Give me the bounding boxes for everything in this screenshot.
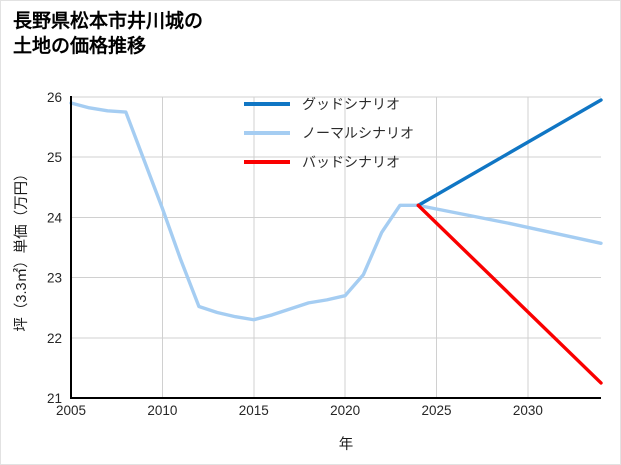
y-axis-title: 坪（3.3㎡）単価（万円） xyxy=(13,166,30,331)
legend-label-ノーマルシナリオ: ノーマルシナリオ xyxy=(302,125,414,141)
legend-label-グッドシナリオ: グッドシナリオ xyxy=(302,96,400,112)
series-line-ノーマルシナリオ xyxy=(69,101,603,322)
x-axis-title: 年 xyxy=(339,436,354,453)
x-tick-label: 2020 xyxy=(330,403,360,418)
x-tick-label: 2030 xyxy=(513,403,543,418)
x-tick-label: 2010 xyxy=(147,403,177,418)
gridlines xyxy=(70,96,601,399)
chart-title: 長野県松本市井川城の 土地の価格推移 xyxy=(13,11,204,58)
y-tick-label: 25 xyxy=(47,150,62,165)
data-series-group xyxy=(69,98,603,385)
x-tick-label: 2015 xyxy=(239,403,269,418)
x-tick-label: 2005 xyxy=(56,403,86,418)
y-tick-label: 24 xyxy=(47,210,63,225)
series-line-バッドシナリオ xyxy=(416,203,603,385)
axis-spines xyxy=(69,96,601,400)
y-tick-label: 21 xyxy=(47,391,62,406)
y-tick-label: 23 xyxy=(47,271,62,286)
y-tick-label: 26 xyxy=(47,90,62,105)
legend-label-バッドシナリオ: バッドシナリオ xyxy=(302,154,400,170)
series-line-グッドシナリオ xyxy=(416,98,603,208)
x-tick-label: 2025 xyxy=(421,403,451,418)
y-axis-tick-labels: 21 22 23 24 25 26 xyxy=(47,90,63,406)
y-tick-label: 22 xyxy=(47,331,62,346)
x-axis-tick-labels: 2005 2010 2015 2020 2025 2030 xyxy=(56,403,543,418)
